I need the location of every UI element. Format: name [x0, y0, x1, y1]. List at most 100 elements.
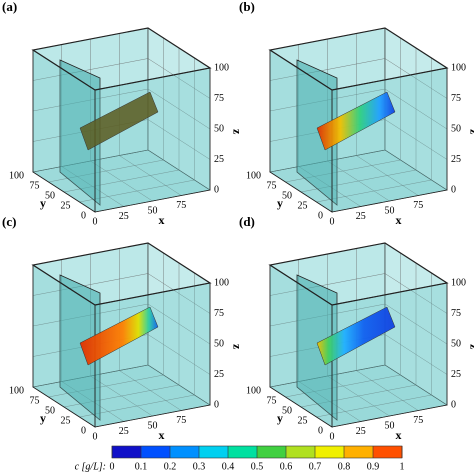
slab [79, 91, 159, 151]
panel-label: (b) [239, 0, 255, 14]
front-box [94, 67, 211, 213]
y-tick-label: 0 [81, 210, 86, 221]
y-tick-label: 0 [318, 210, 323, 221]
y-tick-label: 25 [298, 200, 308, 211]
x-axis-label: x [396, 213, 402, 227]
colorbar-tick-label: 0.7 [309, 461, 322, 472]
colorbar-segment [257, 446, 287, 458]
z-tick-label: 25 [214, 369, 224, 380]
x-tick-label: 0 [93, 431, 98, 442]
grid-line [119, 370, 182, 411]
panel-label: (a) [2, 0, 17, 14]
colorbar-tick-label: 0 [110, 461, 115, 472]
z-tick-label: 25 [214, 154, 224, 165]
panel: (c) 0 25 50 75 0 25 50 75 100 0 25 50 75 100 x y z [2, 214, 244, 442]
z-tick-label: 0 [214, 399, 219, 410]
grid-line [384, 58, 448, 99]
x-tick-label: 75 [413, 200, 423, 211]
grid-line [147, 303, 211, 345]
z-tick-label: 50 [214, 338, 224, 349]
x-tick-label: 25 [356, 426, 366, 437]
colorbar-segment [286, 446, 316, 458]
z-tick-label: 50 [451, 338, 461, 349]
z-axis-label: z [230, 344, 244, 350]
front-box [94, 282, 211, 428]
front-box [331, 282, 448, 428]
grid-line [356, 370, 419, 411]
y-tick-label: 75 [30, 395, 40, 406]
front-plane [296, 274, 338, 421]
top-edge [268, 27, 449, 91]
grid-line [32, 273, 149, 296]
panel: (b) 0 25 50 75 0 25 50 75 100 0 25 50 75 100 x y z [239, 0, 474, 227]
colorbar-segment [141, 446, 171, 458]
slab [316, 306, 396, 366]
grid-line [32, 58, 149, 81]
colorbar-tick-label: 0.1 [135, 461, 148, 472]
colorbar-tick-label: 0.3 [193, 461, 206, 472]
grid-line [147, 273, 211, 314]
z-tick-label: 100 [451, 62, 466, 73]
top-edge [31, 242, 212, 306]
colorbar-segment [112, 446, 142, 458]
front-plane [59, 274, 101, 421]
z-tick-label: 100 [214, 277, 229, 288]
y-tick-label: 0 [318, 425, 323, 436]
grid-line [384, 88, 448, 130]
grid-line [384, 273, 448, 314]
z-tick-label: 75 [451, 93, 461, 104]
x-tick-label: 25 [119, 211, 129, 222]
x-tick-label: 50 [385, 420, 395, 431]
y-axis-label: y [40, 411, 46, 425]
x-tick-label: 75 [413, 415, 423, 426]
z-tick-label: 50 [451, 123, 461, 134]
z-tick-label: 0 [451, 399, 456, 410]
y-tick-label: 50 [282, 405, 292, 416]
front-box [331, 67, 448, 213]
grid-line [119, 155, 182, 196]
x-tick-label: 50 [385, 205, 395, 216]
y-tick-label: 50 [45, 190, 55, 201]
grid-line [269, 273, 386, 296]
z-axis-label: z [467, 344, 474, 350]
grid-line [147, 58, 211, 99]
y-tick-label: 75 [267, 180, 277, 191]
y-tick-label: 25 [61, 200, 71, 211]
colorbar-tick-label: 0.2 [164, 461, 177, 472]
x-tick-label: 25 [356, 211, 366, 222]
z-tick-label: 75 [214, 93, 224, 104]
x-tick-label: 75 [176, 415, 186, 426]
colorbar-segment [228, 446, 258, 458]
y-axis-label: y [40, 196, 46, 210]
x-axis-label: x [159, 213, 165, 227]
y-axis-label: y [277, 196, 283, 210]
slab [79, 306, 159, 366]
grid-line [147, 88, 211, 130]
colorbar-tick-label: 1 [400, 461, 405, 472]
y-tick-label: 0 [81, 425, 86, 436]
z-tick-label: 0 [451, 184, 456, 195]
z-tick-label: 50 [214, 123, 224, 134]
colorbar-segment [199, 446, 229, 458]
panel-label: (d) [239, 214, 255, 229]
y-tick-label: 50 [45, 405, 55, 416]
y-tick-label: 75 [30, 180, 40, 191]
colorbar-segment [373, 446, 403, 458]
x-tick-label: 0 [330, 216, 335, 227]
z-tick-label: 75 [451, 308, 461, 319]
x-tick-label: 75 [176, 200, 186, 211]
y-tick-label: 75 [267, 395, 277, 406]
grid-line [356, 155, 419, 196]
grid-line [269, 58, 386, 81]
y-tick-label: 25 [298, 415, 308, 426]
top-edge [31, 27, 212, 91]
y-tick-label: 100 [246, 385, 261, 396]
y-axis-label: y [277, 411, 283, 425]
front-plane [296, 59, 338, 206]
z-tick-label: 100 [451, 277, 466, 288]
y-tick-label: 100 [9, 170, 24, 181]
x-tick-label: 0 [330, 431, 335, 442]
z-tick-label: 0 [214, 184, 219, 195]
colorbar-segment [315, 446, 345, 458]
